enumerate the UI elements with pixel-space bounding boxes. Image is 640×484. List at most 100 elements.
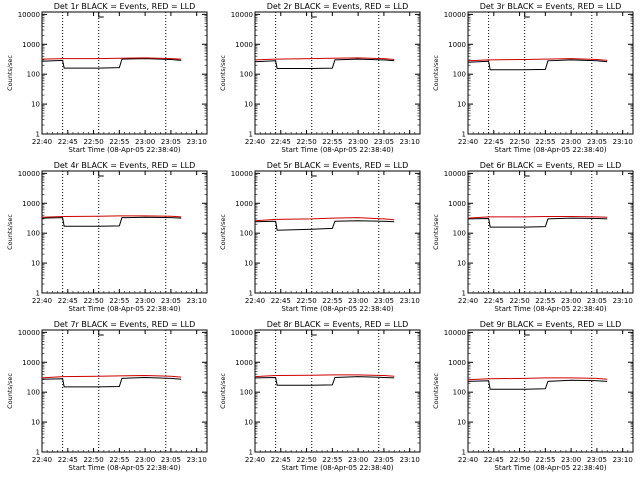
series-lld-line <box>467 216 608 219</box>
x-tick-label: 22:45 <box>58 138 78 146</box>
x-tick-label: 23:10 <box>400 138 420 146</box>
plot-frame <box>254 170 421 294</box>
x-tick-label: 23:00 <box>348 456 368 464</box>
series-events-line <box>254 220 395 231</box>
y-tick-label: 10 <box>457 101 466 109</box>
series-events-line <box>467 59 608 71</box>
chart-title: Det 7r BLACK = Events, RED = LLD <box>54 320 196 329</box>
x-tick-label: 23:00 <box>348 138 368 146</box>
plot-frame <box>467 170 634 294</box>
y-tick-label: 1 <box>462 131 466 139</box>
time-marker <box>524 12 530 18</box>
x-tick-label: 23:05 <box>161 297 181 305</box>
x-tick-label: 22:40 <box>32 456 52 464</box>
chart-panel-9: Det 9r BLACK = Events, RED = LLD 22:40 22:… <box>432 320 634 472</box>
y-tick-label: 1000 <box>22 41 40 49</box>
plot-frame <box>467 329 634 453</box>
x-tick-label: 23:05 <box>587 297 607 305</box>
chart-title: Det 3r BLACK = Events, RED = LLD <box>480 2 622 11</box>
x-tick-label: 22:45 <box>484 456 504 464</box>
x-tick-label: 23:05 <box>587 138 607 146</box>
series-lld-line <box>41 375 182 379</box>
y-tick-label: 10000 <box>231 11 253 19</box>
x-tick-label: 22:50 <box>296 138 316 146</box>
x-tick-label: 22:40 <box>245 297 265 305</box>
y-tick-label: 1000 <box>235 41 253 49</box>
y-tick-label: 10 <box>244 260 253 268</box>
y-tick-label: 10 <box>457 260 466 268</box>
x-tick-label: 22:55 <box>322 138 342 146</box>
x-tick-label: 23:00 <box>348 297 368 305</box>
y-tick-label: 10 <box>31 419 40 427</box>
x-tick-label: 22:45 <box>271 456 291 464</box>
x-tick-label: 23:00 <box>135 456 155 464</box>
y-axis-label: Counts/sec <box>219 214 227 250</box>
time-marker <box>524 171 530 177</box>
y-tick-label: 10000 <box>231 329 253 337</box>
x-tick-label: 23:00 <box>561 456 581 464</box>
x-axis-label: Start Time (08-Apr-05 22:38:40) <box>68 464 180 472</box>
chart-panel-6: Det 6r BLACK = Events, RED = LLD 22:40 22:… <box>432 161 634 313</box>
y-tick-label: 100 <box>453 230 466 238</box>
chart-panel-4: Det 4r BLACK = Events, RED = LLD 22:40 22:… <box>6 161 208 313</box>
chart-panel-2: Det 2r BLACK = Events, RED = LLD 22:40 22:… <box>219 2 421 154</box>
x-tick-label: 22:50 <box>83 456 103 464</box>
x-tick-label: 23:00 <box>561 297 581 305</box>
y-axis-label: Counts/sec <box>219 55 227 91</box>
plot-frame <box>254 11 421 135</box>
plot-frame <box>467 11 634 135</box>
y-tick-label: 100 <box>453 389 466 397</box>
y-tick-label: 1000 <box>235 200 253 208</box>
y-tick-label: 1 <box>36 290 40 298</box>
chart-title: Det 8r BLACK = Events, RED = LLD <box>267 320 409 329</box>
series-lld-line <box>41 57 182 60</box>
y-tick-label: 1000 <box>22 359 40 367</box>
x-tick-label: 22:55 <box>535 138 555 146</box>
x-tick-label: 22:40 <box>32 297 52 305</box>
y-tick-label: 100 <box>240 230 253 238</box>
y-axis-label: Counts/sec <box>432 214 440 250</box>
y-tick-label: 1 <box>462 449 466 457</box>
plot-frame <box>41 329 208 453</box>
x-tick-label: 23:05 <box>161 456 181 464</box>
y-tick-label: 100 <box>27 389 40 397</box>
series-events-line <box>41 376 182 388</box>
x-tick-label: 22:50 <box>509 297 529 305</box>
y-tick-label: 100 <box>27 230 40 238</box>
y-tick-label: 1000 <box>448 200 466 208</box>
y-tick-label: 10 <box>457 419 466 427</box>
x-tick-label: 22:55 <box>109 456 129 464</box>
y-tick-label: 1 <box>462 290 466 298</box>
x-tick-label: 23:10 <box>187 297 207 305</box>
x-tick-label: 23:05 <box>374 456 394 464</box>
x-tick-label: 22:45 <box>271 297 291 305</box>
x-tick-label: 22:55 <box>322 297 342 305</box>
x-tick-label: 22:40 <box>245 456 265 464</box>
y-tick-label: 10 <box>31 260 40 268</box>
x-tick-label: 22:50 <box>296 297 316 305</box>
x-axis-label: Start Time (08-Apr-05 22:38:40) <box>281 146 393 154</box>
x-tick-label: 22:55 <box>109 297 129 305</box>
y-tick-label: 10000 <box>444 329 466 337</box>
chart-title: Det 2r BLACK = Events, RED = LLD <box>267 2 409 11</box>
x-tick-label: 23:10 <box>187 138 207 146</box>
series-lld-line <box>467 58 608 62</box>
y-tick-label: 100 <box>240 389 253 397</box>
y-tick-label: 100 <box>27 71 40 79</box>
series-events-line <box>467 379 608 390</box>
y-tick-label: 1000 <box>235 359 253 367</box>
y-tick-label: 1 <box>249 290 253 298</box>
x-axis-label: Start Time (08-Apr-05 22:38:40) <box>494 464 606 472</box>
x-tick-label: 22:40 <box>458 456 478 464</box>
x-tick-label: 23:00 <box>561 138 581 146</box>
y-tick-label: 10000 <box>18 329 40 337</box>
time-marker <box>311 330 317 336</box>
x-tick-label: 22:45 <box>271 138 291 146</box>
y-axis-label: Counts/sec <box>432 373 440 409</box>
y-tick-label: 10000 <box>444 170 466 178</box>
time-marker <box>98 330 104 336</box>
x-tick-label: 23:10 <box>187 456 207 464</box>
x-axis-label: Start Time (08-Apr-05 22:38:40) <box>281 464 393 472</box>
x-axis-label: Start Time (08-Apr-05 22:38:40) <box>68 146 180 154</box>
x-tick-label: 23:05 <box>374 138 394 146</box>
